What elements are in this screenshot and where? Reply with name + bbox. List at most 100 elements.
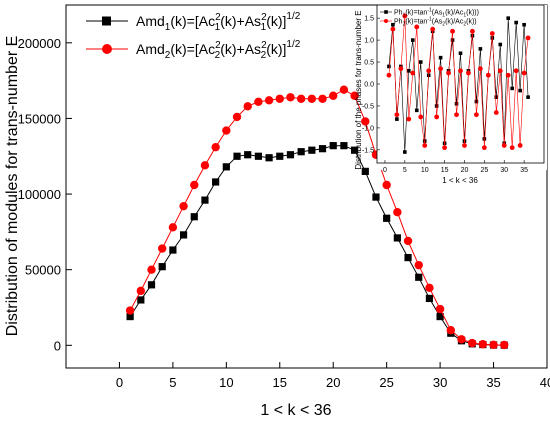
main-series-2-point [136, 286, 146, 296]
main-series-2-point [158, 244, 167, 253]
main-series-2-point [179, 201, 188, 211]
main-plot-frame [65, 4, 548, 369]
inset-series-2-point [386, 72, 392, 78]
main-x-tick-label: 40 [540, 375, 550, 390]
main-series-1-point [158, 263, 166, 271]
main-series-1-point [233, 152, 241, 160]
main-series-2-point [318, 94, 327, 103]
inset-series-2-point [414, 24, 420, 30]
main-series-2-point [382, 180, 391, 190]
main-series-1-point [190, 213, 198, 221]
main-x-tick-label: 10 [219, 375, 233, 390]
inset-series-1-point [410, 38, 415, 42]
legend-swatch-marker [102, 16, 111, 26]
inset-x-tick-label: 5 [403, 167, 407, 174]
main-y-tick-label: 150000 [18, 111, 61, 126]
inset-series-1-point [391, 22, 395, 27]
main-series-2-point [243, 102, 252, 111]
main-series-2-point [414, 260, 423, 270]
main-x-tick-label: 15 [273, 375, 287, 390]
main-series-1-point [361, 167, 369, 175]
legend-entry-1: Amd1(k)=[Ac2 1(k)+As2 1(k)]1/2 [136, 11, 301, 33]
main-series-1-point [340, 142, 348, 150]
inset-y-tick-label: 0.5 [364, 60, 374, 67]
main-series-2-point [457, 335, 466, 344]
inset-series-2-point [450, 28, 455, 34]
inset-series-2-point [474, 112, 479, 118]
inset-series-1-point [438, 55, 443, 60]
inset-series-group [386, 13, 531, 154]
inset-series-2-point [489, 31, 495, 36]
main-series-2-point [478, 340, 488, 349]
inset-series-2-point [493, 110, 499, 115]
main-series-2-point [425, 283, 434, 293]
inset-y-tick-label: 1.5 [364, 16, 374, 23]
inset-series-1-point [403, 150, 407, 154]
main-series-1-point [201, 196, 209, 204]
inset-series-2-point [513, 68, 519, 74]
main-series-1-point [276, 152, 284, 160]
inset-series-2-point [442, 145, 447, 151]
main-series-1-point [436, 312, 444, 321]
inset-series-2-point [422, 143, 428, 148]
main-series-1-point [286, 151, 295, 159]
inset-series-2-point [509, 145, 515, 151]
main-y-tick-label: 100000 [18, 187, 61, 202]
inset-legend-entry-2: Ph2(k)=tan-1(As2(k)/Ac2(k)) [394, 17, 477, 28]
main-x-axis-title: 1 < k < 36 [260, 402, 331, 419]
inset-series-2-point [410, 70, 416, 76]
main-series-2-point [200, 161, 210, 170]
inset-series-1-point [518, 88, 522, 93]
main-y-axis-title: Distribution of modules for trans-number… [4, 36, 21, 337]
legend-entry-2: Amd2(k)=[Ac2 2(k)+As2 2(k)]1/2 [136, 39, 301, 61]
inset-plot: 0 5 10 15 20 25 30 35 -1.5-1.0-0.50.00.51.01.5 … [354, 4, 547, 185]
inset-series-2-point [477, 66, 483, 72]
inset-legend: Ph1(k)=tan-1(As1(k)/Ac1(k)))Ph2(k)=tan-1… [380, 8, 479, 28]
inset-x-axis-title: 1 < k < 36 [442, 176, 478, 185]
main-series-1-point [415, 273, 423, 281]
main-series-1-point [265, 154, 273, 162]
main-series-1-point [137, 296, 145, 304]
main-y-axis: 0 50000 100000 150000 200000 [18, 36, 72, 353]
main-series-2-point [467, 338, 477, 348]
main-series-2-point [211, 142, 220, 152]
inset-legend-swatch-marker [384, 10, 388, 14]
inset-series-2-point [438, 66, 444, 72]
main-series-1-point [297, 148, 305, 156]
main-x-tick-label: 30 [433, 375, 447, 390]
inset-y-tick-label: -1.0 [362, 125, 374, 132]
inset-x-tick-label: 0 [383, 167, 387, 174]
main-series-2-point [307, 94, 317, 103]
inset-series-2-point [497, 68, 503, 74]
inset-series-2-point [462, 143, 467, 148]
inset-series-1-point [494, 95, 499, 99]
inset-y-axis: -1.5 -1.0 -0.5 0.0 0.5 1.0 1.5 [362, 16, 380, 154]
main-series-2-point [393, 208, 402, 217]
main-series-2-point [489, 340, 498, 350]
main-series-2-point [232, 112, 242, 122]
inset-series-2-point [402, 13, 408, 19]
main-series-1-point [383, 214, 391, 222]
main-series-2-point [329, 91, 338, 100]
main-series-2-point [222, 126, 231, 135]
main-series-2-point [339, 85, 349, 94]
main-series-2-point [403, 236, 413, 246]
inset-y-axis-title: Distribution of the phases for trans-num… [354, 10, 363, 169]
main-series-2-point [168, 223, 178, 232]
inset-series-2-point [481, 145, 487, 151]
main-series-1-point [222, 163, 230, 171]
inset-series-2-point [446, 70, 451, 76]
inset-series-2-point [434, 114, 440, 120]
main-series-1-point [425, 294, 434, 303]
main-x-tick-label: 0 [116, 375, 123, 390]
main-x-tick-label: 35 [486, 375, 500, 390]
main-series-2-point [147, 265, 156, 274]
main-series-1-point [179, 231, 188, 239]
main-series-1-point [393, 234, 401, 242]
main-y-tick-label: 0 [54, 338, 61, 353]
main-series-2-point [435, 304, 445, 314]
main-series-2-point [361, 117, 370, 126]
inset-series-2-point [454, 112, 459, 118]
main-plot: 0 5 10 15 20 25 30 35 40 0 50000 100000 150000 20000… [4, 4, 550, 419]
inset-series-1-point [498, 42, 503, 47]
